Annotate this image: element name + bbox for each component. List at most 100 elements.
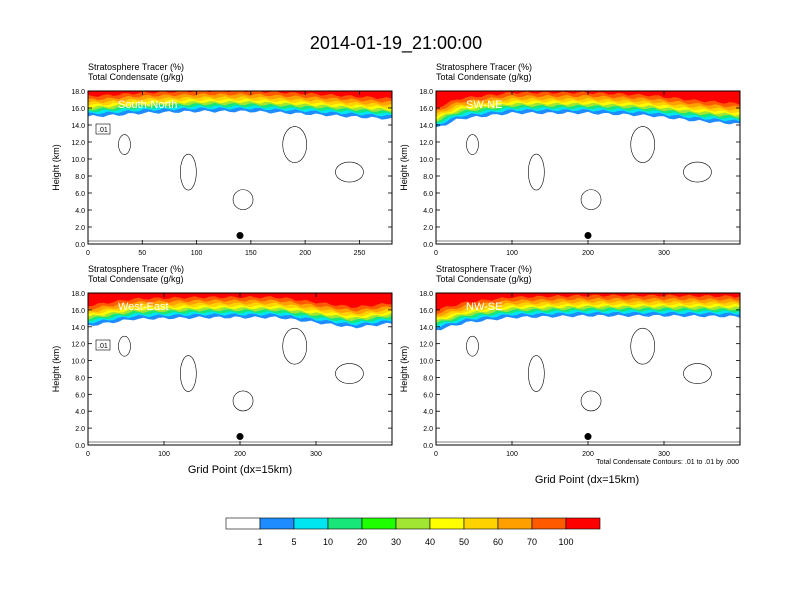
y-tick-label: 6.0 <box>75 191 85 198</box>
panel-header-tracer: Stratosphere Tracer (%) <box>88 264 184 274</box>
y-tick-label: 8.0 <box>75 375 85 382</box>
y-axis-label: Height (km) <box>399 144 409 191</box>
x-tick-label: 100 <box>506 250 518 257</box>
panel-label: South-North <box>118 99 177 111</box>
y-tick-label: 6.0 <box>423 191 433 198</box>
colorbar-swatch <box>225 517 261 530</box>
x-tick-label: 0 <box>434 451 438 458</box>
y-tick-label: 14.0 <box>419 325 433 332</box>
y-tick-label: 8.0 <box>75 174 85 181</box>
panel-header-tracer: Stratosphere Tracer (%) <box>88 62 184 72</box>
y-tick-label: 18.0 <box>419 291 433 298</box>
contour-label-box <box>95 123 111 135</box>
y-tick-label: 2.0 <box>423 225 433 232</box>
y-tick-label: 12.0 <box>71 342 85 349</box>
location-marker <box>236 433 244 441</box>
x-tick-label: 0 <box>434 250 438 257</box>
tracer-band-9 <box>436 91 740 108</box>
tracer-field <box>436 293 740 445</box>
location-marker <box>236 232 244 239</box>
x-tick-label: 100 <box>191 250 203 257</box>
y-tick-label: 16.0 <box>71 106 85 113</box>
y-tick-label: 16.0 <box>419 106 433 113</box>
y-tick-label: 2.0 <box>75 426 85 433</box>
y-tick-label: 12.0 <box>419 342 433 349</box>
y-tick-label: 14.0 <box>71 123 85 130</box>
y-tick-label: 0.0 <box>75 443 85 450</box>
location-marker <box>584 433 592 441</box>
x-tick-label: 300 <box>310 451 322 458</box>
x-tick-label: 300 <box>658 451 670 458</box>
x-tick-label: 200 <box>299 250 311 257</box>
x-axis-label-right: Grid Point (dx=15km) <box>535 474 639 486</box>
y-axis-label: Height (km) <box>51 144 61 191</box>
colorbar-label: 20 <box>357 537 367 547</box>
y-tick-label: 8.0 <box>423 375 433 382</box>
y-tick-label: 8.0 <box>423 174 433 181</box>
colorbar-label: 1 <box>257 537 262 547</box>
x-axis-label-left: Grid Point (dx=15km) <box>188 464 292 476</box>
panel-label: SW-NE <box>466 99 502 111</box>
y-tick-label: 0.0 <box>75 242 85 249</box>
colorbar-label: 50 <box>459 537 469 547</box>
colorbar-label: 5 <box>291 537 296 547</box>
y-tick-label: 18.0 <box>71 89 85 96</box>
x-tick-label: 0 <box>86 250 90 257</box>
y-tick-label: 4.0 <box>423 409 433 416</box>
panels: Stratosphere Tracer (%)Total Condensate … <box>51 62 741 458</box>
tracer-band-9 <box>436 293 740 312</box>
contour-note: Total Condensate Contours: .01 to .01 by… <box>596 459 739 466</box>
location-marker <box>584 232 592 239</box>
y-tick-label: 16.0 <box>71 308 85 315</box>
panel-header-condensate: Total Condensate (g/kg) <box>436 72 532 82</box>
panel-header-condensate: Total Condensate (g/kg) <box>436 274 532 284</box>
panel-4: Stratosphere Tracer (%)Total Condensate … <box>399 264 741 458</box>
colorbar-swatch <box>361 517 397 530</box>
x-tick-label: 150 <box>245 250 257 257</box>
panel-header-tracer: Stratosphere Tracer (%) <box>436 62 532 72</box>
panel-header-condensate: Total Condensate (g/kg) <box>88 274 184 284</box>
tracer-band-9 <box>88 91 392 99</box>
y-axis-label: Height (km) <box>51 346 61 393</box>
colorbar-swatch <box>395 517 431 530</box>
colorbar-label: 60 <box>493 537 503 547</box>
y-tick-label: 12.0 <box>419 140 433 147</box>
y-tick-label: 10.0 <box>71 359 85 366</box>
tracer-band-8 <box>88 91 392 103</box>
y-tick-label: 14.0 <box>71 325 85 332</box>
contour-label-box <box>95 339 111 351</box>
colorbar-label: 70 <box>527 537 537 547</box>
x-tick-label: 100 <box>158 451 170 458</box>
colorbar-swatch <box>497 517 533 530</box>
panel-2: Stratosphere Tracer (%)Total Condensate … <box>399 62 741 257</box>
x-tick-label: 50 <box>138 250 146 257</box>
x-tick-label: 300 <box>658 250 670 257</box>
y-tick-label: 14.0 <box>419 123 433 130</box>
y-tick-label: 4.0 <box>75 409 85 416</box>
tracer-field <box>88 91 392 244</box>
x-tick-label: 250 <box>354 250 366 257</box>
y-axis-label: Height (km) <box>399 346 409 393</box>
y-tick-label: 16.0 <box>419 308 433 315</box>
contour-label: .01 <box>98 343 108 350</box>
y-tick-label: 4.0 <box>423 208 433 215</box>
colorbar-swatch <box>293 517 329 530</box>
tracer-field <box>88 293 392 445</box>
panel-header-condensate: Total Condensate (g/kg) <box>88 72 184 82</box>
panel-1: Stratosphere Tracer (%)Total Condensate … <box>51 62 393 257</box>
y-tick-label: 18.0 <box>419 89 433 96</box>
y-tick-label: 4.0 <box>75 208 85 215</box>
colorbar-swatch <box>429 517 465 530</box>
y-tick-label: 18.0 <box>71 291 85 298</box>
x-tick-label: 0 <box>86 451 90 458</box>
x-tick-label: 200 <box>582 250 594 257</box>
panel-label: NW-SE <box>466 301 502 313</box>
colorbar-swatch <box>565 517 601 530</box>
x-tick-label: 200 <box>234 451 246 458</box>
plot-frame <box>87 90 393 245</box>
colorbar-label: 10 <box>323 537 333 547</box>
y-tick-label: 10.0 <box>419 359 433 366</box>
x-tick-label: 100 <box>506 451 518 458</box>
tracer-field <box>436 91 740 244</box>
